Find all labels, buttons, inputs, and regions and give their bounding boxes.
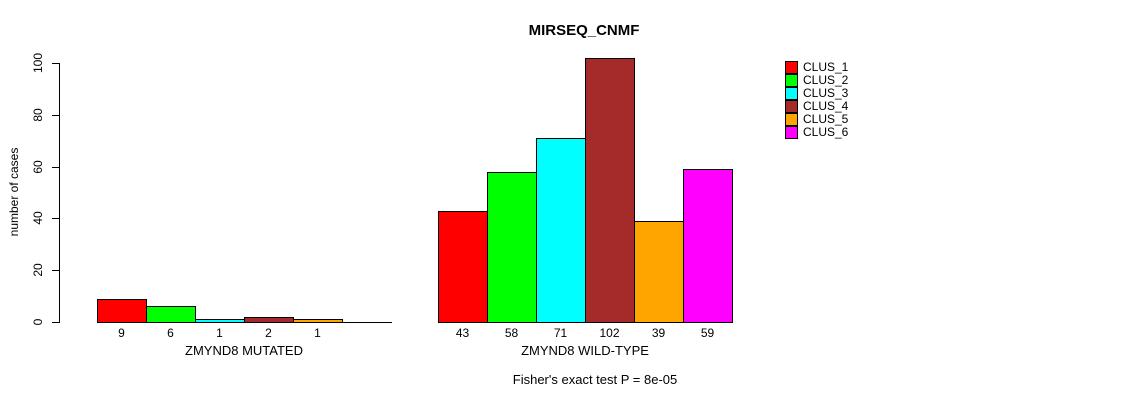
bar-value-label: 43 <box>455 326 470 340</box>
y-tick <box>52 322 59 323</box>
legend-label: CLUS_1 <box>803 60 849 74</box>
chart-title: MIRSEQ_CNMF <box>528 22 640 39</box>
bar <box>244 317 294 323</box>
legend-row: CLUS_3 <box>785 87 848 100</box>
legend-label: CLUS_2 <box>803 73 849 87</box>
y-tick-label: 40 <box>31 211 45 225</box>
y-axis-label: number of cases <box>7 147 21 237</box>
legend-swatch <box>785 87 798 100</box>
y-tick-label: 60 <box>31 160 45 174</box>
legend-row: CLUS_2 <box>785 74 848 87</box>
y-axis-line <box>59 63 60 323</box>
legend-swatch <box>785 126 798 139</box>
legend-label: CLUS_3 <box>803 86 849 100</box>
y-tick-label: 20 <box>31 263 45 277</box>
bar <box>195 319 245 323</box>
legend-row: CLUS_6 <box>785 126 848 139</box>
bar-value-label: 1 <box>314 326 321 340</box>
legend-swatch <box>785 100 798 113</box>
bar <box>487 172 537 323</box>
bar-value-label: 9 <box>118 326 125 340</box>
bar <box>683 169 733 323</box>
bar-value-label: 2 <box>265 326 272 340</box>
bar <box>146 306 196 323</box>
bar <box>634 221 684 323</box>
legend-row: CLUS_5 <box>785 113 848 126</box>
bar-value-label: 1 <box>216 326 223 340</box>
legend-label: CLUS_4 <box>803 99 849 113</box>
bar <box>97 299 147 323</box>
legend-label: CLUS_6 <box>803 125 849 139</box>
bar <box>536 138 586 323</box>
bar-value-label: 59 <box>700 326 715 340</box>
legend-swatch <box>785 74 798 87</box>
y-tick <box>52 115 59 116</box>
y-tick-label: 80 <box>31 108 45 122</box>
y-tick <box>52 167 59 168</box>
legend-swatch <box>785 61 798 74</box>
y-tick-label: 100 <box>31 52 45 74</box>
bar <box>438 211 488 323</box>
y-tick <box>52 270 59 271</box>
y-tick-label: 0 <box>31 318 45 326</box>
legend-label: CLUS_5 <box>803 112 849 126</box>
bar-value-label: 39 <box>651 326 666 340</box>
bar-value-label: 58 <box>504 326 519 340</box>
y-tick <box>52 63 59 64</box>
bar-value-label: 71 <box>553 326 568 340</box>
fisher-test-annotation: Fisher's exact test P = 8e-05 <box>512 372 678 387</box>
bar <box>585 58 635 323</box>
legend-row: CLUS_1 <box>785 61 848 74</box>
group-label: ZMYND8 WILD-TYPE <box>521 343 649 358</box>
legend-row: CLUS_4 <box>785 100 848 113</box>
legend-swatch <box>785 113 798 126</box>
bar-value-label: 6 <box>167 326 174 340</box>
bar-value-label: 102 <box>599 326 620 340</box>
bar <box>293 319 343 323</box>
y-tick <box>52 218 59 219</box>
group-label: ZMYND8 MUTATED <box>185 343 303 358</box>
legend: CLUS_1 CLUS_2 CLUS_3 CLUS_4 CLUS_5 CLUS_6 <box>785 61 848 139</box>
